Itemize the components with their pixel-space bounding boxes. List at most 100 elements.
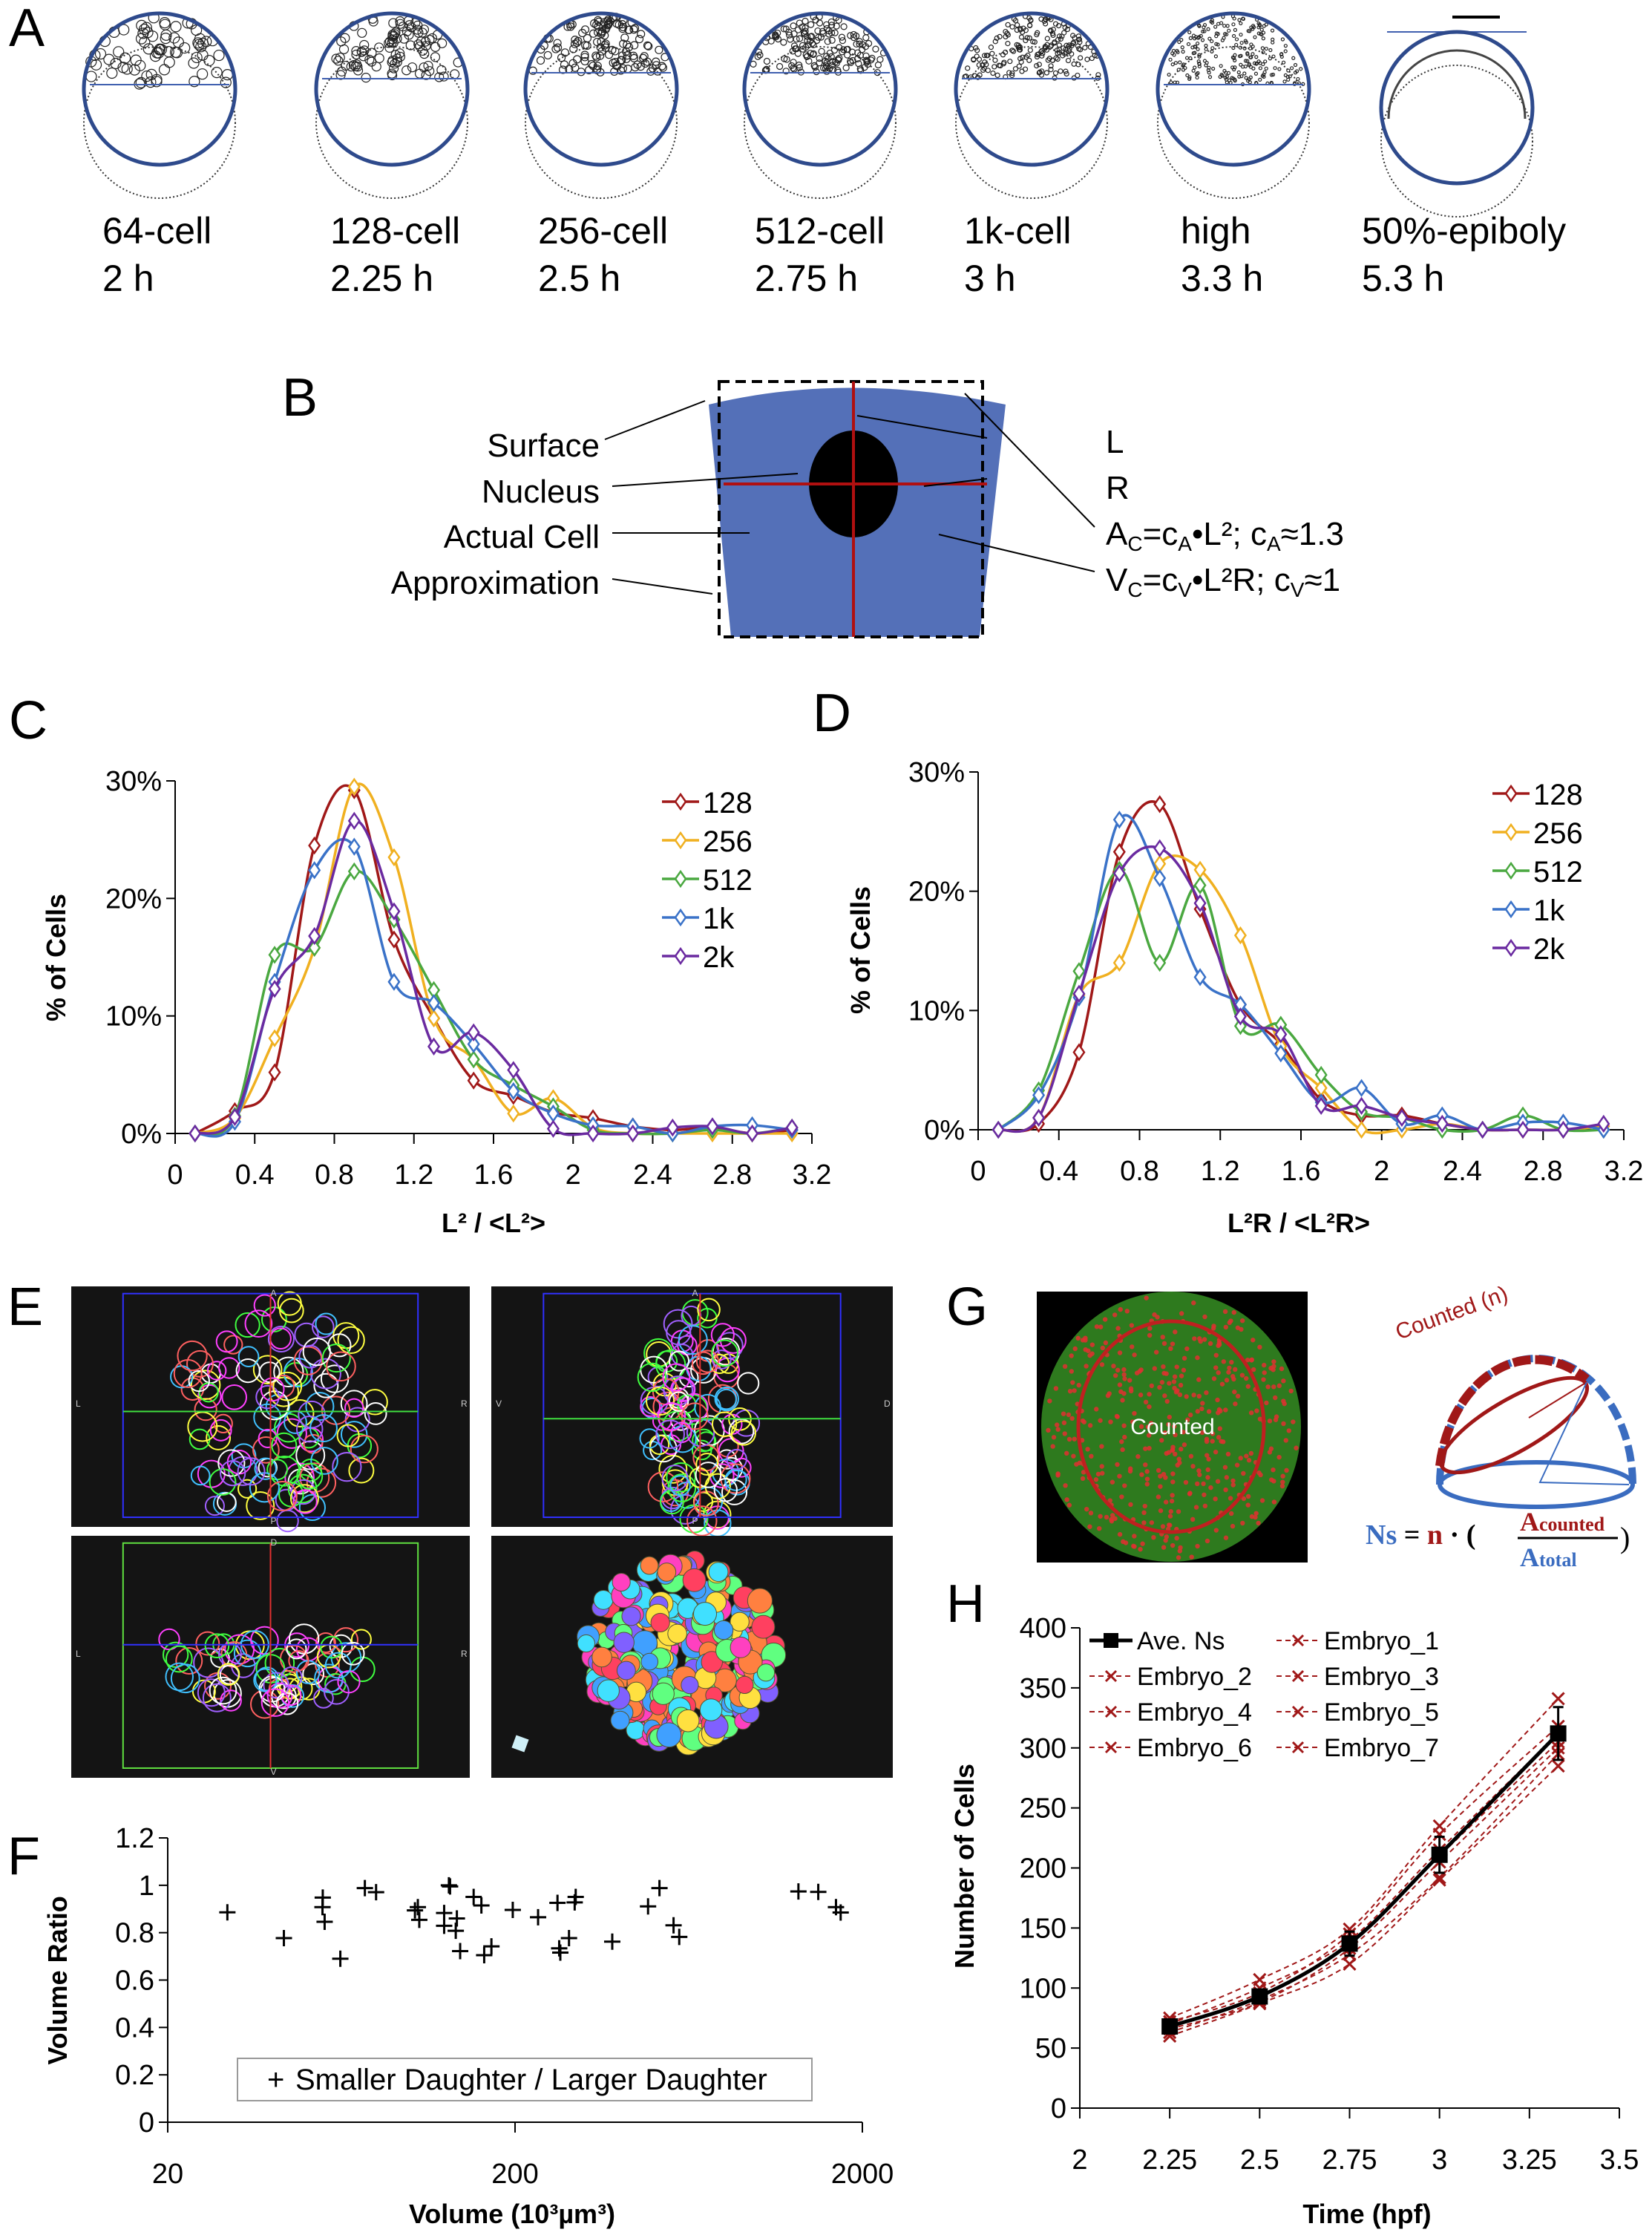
orientation-label-right: D: [884, 1398, 891, 1409]
data-point: [452, 1943, 469, 1960]
cell-outline: [686, 1505, 718, 1537]
nucleus-dot: [1197, 1336, 1202, 1341]
x-tick-label: 2: [566, 1159, 581, 1191]
cell: [1038, 16, 1044, 22]
nucleus-dot: [1139, 1472, 1144, 1477]
f-x-axis-label: Volume (10³µm³): [409, 2199, 615, 2229]
cell: [1219, 73, 1224, 77]
nucleus-dot: [1197, 1472, 1202, 1477]
cell: [836, 44, 843, 51]
nucleus-dot: [1175, 1462, 1180, 1468]
cell: [170, 21, 182, 33]
y-tick-label: 250: [1020, 1793, 1066, 1825]
nucleus-dot: [1231, 1309, 1236, 1315]
embryo-128-cell: 128-cell 2.25 h: [314, 11, 470, 299]
cell: [1038, 72, 1045, 78]
data-point: [551, 1944, 568, 1961]
nucleus-dot: [1179, 1373, 1184, 1378]
nucleus-dot: [1213, 1496, 1218, 1502]
nucleus-dot: [1173, 1390, 1179, 1395]
nucleus-dot: [1172, 1374, 1178, 1379]
cell-outline: [711, 1411, 738, 1437]
nucleus-dot: [1256, 1520, 1261, 1526]
legend-label-Embryo_1: Embryo_1: [1324, 1627, 1439, 1655]
cell: [965, 65, 971, 71]
y-tick-label: 10%: [908, 995, 965, 1027]
cell: [652, 57, 661, 66]
cell: [763, 57, 771, 65]
cell: [1204, 63, 1208, 68]
nucleus-dot: [1268, 1366, 1274, 1371]
cell-outline: [206, 1425, 232, 1450]
cell: [1028, 17, 1034, 23]
cell: [1289, 66, 1294, 71]
cell: [1245, 51, 1250, 56]
nucleus-dot: [1121, 1372, 1127, 1378]
data-point: [1431, 1846, 1448, 1863]
cell: [392, 33, 402, 44]
cell: [1243, 39, 1248, 43]
cell: [847, 32, 854, 39]
nucleus-dot: [1115, 1367, 1121, 1373]
nucleus-dot: [1130, 1419, 1135, 1424]
nucleus-dot: [1051, 1435, 1057, 1440]
nucleus-dot: [1118, 1389, 1124, 1395]
cell: [1193, 36, 1197, 41]
nucleus-dot: [1245, 1358, 1251, 1363]
x-tick-label: 2: [1374, 1156, 1389, 1187]
cell: [450, 69, 460, 79]
nucleus-dot: [1137, 1369, 1142, 1374]
nucleus-dot: [1061, 1411, 1066, 1416]
panel-label-g: G: [946, 1277, 988, 1337]
cell: [1078, 55, 1084, 61]
orientation-label-bottom: P: [271, 1516, 277, 1526]
nucleus-dot: [1117, 1382, 1123, 1387]
cell: [1253, 71, 1259, 76]
legend-label-Ave. Ns: Ave. Ns: [1137, 1627, 1225, 1655]
data-point: [586, 1124, 600, 1143]
nucleus-dot: [1162, 1393, 1167, 1398]
cell: [367, 48, 377, 58]
cell-outline: [190, 1370, 221, 1401]
nucleus-dot: [1178, 1382, 1184, 1388]
x-tick-label: 2.25: [1142, 2144, 1197, 2176]
cell: [566, 22, 575, 31]
cell: [992, 39, 998, 45]
cell: [1200, 38, 1205, 42]
cell: [1076, 46, 1082, 52]
data-point: [356, 1879, 373, 1897]
nucleus-dot: [1122, 1434, 1127, 1440]
cell: [573, 55, 582, 64]
cell: [1035, 30, 1040, 36]
cell: [658, 63, 668, 72]
cell: [1225, 24, 1230, 28]
cell: [1179, 38, 1184, 42]
cell: [655, 45, 663, 54]
nucleus-dot: [1141, 1520, 1147, 1525]
cell-outline: [312, 1315, 335, 1338]
segmented-cell: [751, 1614, 776, 1639]
cell-outline: [681, 1402, 709, 1430]
x-tick-label: 20: [152, 2159, 183, 2190]
nucleus-dot: [1261, 1377, 1266, 1382]
x-tick-label: 3.5: [1600, 2144, 1639, 2176]
cell: [807, 33, 816, 40]
embryo-1k-cell: 1k-cell 3 h: [954, 11, 1109, 299]
nucleus-dot: [1217, 1426, 1222, 1431]
nucleus-dot: [1166, 1421, 1171, 1427]
data-point: [1193, 968, 1207, 987]
cell: [1279, 54, 1284, 59]
cell: [1282, 79, 1287, 84]
cell: [807, 21, 815, 28]
cell-outline: [364, 1402, 387, 1425]
nucleus-dot: [1093, 1477, 1099, 1482]
nucleus-dot: [1199, 1430, 1205, 1436]
nucleus-dot: [1159, 1438, 1164, 1443]
legend-marker: [1291, 1669, 1305, 1683]
legend-label-Embryo_7: Embryo_7: [1324, 1734, 1439, 1762]
cell: [803, 33, 811, 40]
panel-label-f: F: [7, 1827, 40, 1886]
cell: [1052, 21, 1059, 27]
cell: [1018, 59, 1024, 65]
cell: [172, 36, 185, 48]
